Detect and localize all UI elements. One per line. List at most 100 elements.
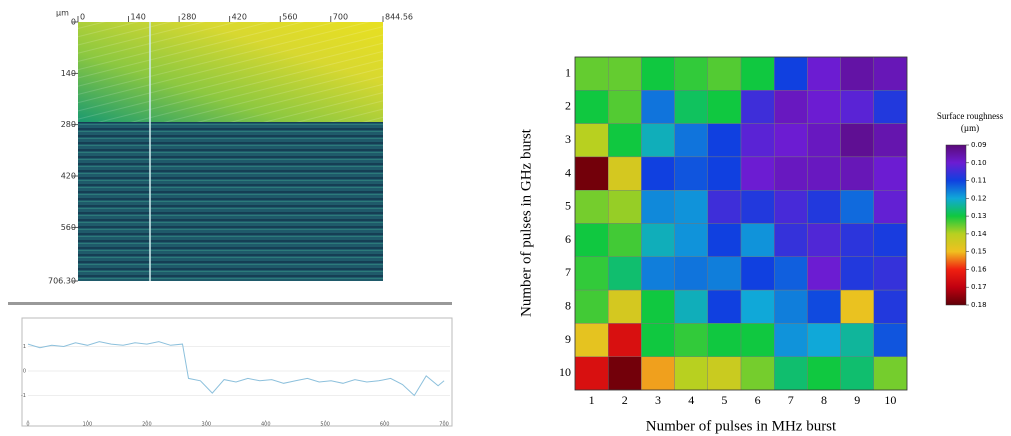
heatmap-cell — [608, 289, 642, 324]
heatmap-cell — [674, 123, 708, 158]
heatmap-cell — [674, 323, 708, 357]
heatmap-cell — [873, 223, 908, 257]
colorbar-title: Surface roughness — [937, 111, 1004, 121]
colorbar-unit: (µm) — [961, 123, 979, 133]
x-tick-label: 600 — [380, 422, 390, 428]
heatmap-cell — [774, 189, 808, 224]
heatmap-cell — [641, 223, 675, 257]
heatmap-cell — [873, 356, 908, 391]
profile-frame — [21, 317, 453, 427]
heatmap-cell — [740, 189, 775, 224]
heatmap-cell — [740, 90, 775, 124]
heatmap-cell — [807, 356, 841, 391]
heatmap-cell — [674, 223, 708, 257]
heatmap-cell — [707, 90, 742, 124]
heatmap-cell — [740, 56, 775, 91]
colorbar-tick-label: 0.14 — [971, 230, 987, 238]
heatmap-cell — [608, 56, 642, 91]
heatmap-cell — [840, 323, 874, 357]
heatmap-cell — [574, 223, 609, 257]
heatmap-cell — [574, 356, 609, 391]
colorbar-tick-label: 0.16 — [971, 265, 987, 273]
heatmap-cell — [641, 356, 675, 391]
colorbar-tick-label: 0.12 — [971, 194, 987, 202]
y-tick-label: 280 — [61, 120, 76, 129]
heatmap-cell — [641, 156, 675, 191]
x-tick-label: 500 — [320, 422, 330, 428]
heatmap-cell — [608, 223, 642, 257]
heatmap-cell — [608, 123, 642, 158]
heatmap-cell — [641, 256, 675, 291]
x-tick-label: 5 — [721, 393, 727, 407]
x-axis-title: Number of pulses in MHz burst — [646, 418, 837, 434]
heatmap-cell — [807, 123, 841, 158]
y-tick-label: 2 — [565, 99, 571, 113]
heatmap-cell — [873, 323, 908, 357]
y-tick-label: 5 — [565, 199, 571, 213]
y-tick-label: 420 — [61, 172, 76, 181]
y-tick-label: 1 — [23, 344, 26, 350]
y-tick-label: 9 — [565, 332, 571, 346]
x-tick-label: 2 — [622, 393, 628, 407]
x-tick-label: 844.56 — [385, 13, 413, 22]
heatmap-cell — [574, 56, 609, 91]
x-tick-label: 0 — [80, 13, 85, 22]
heatmap-cell — [840, 123, 874, 158]
y-tick-label: 8 — [565, 299, 571, 313]
x-tick-label: 400 — [261, 422, 271, 428]
heatmap-cell — [873, 189, 908, 224]
y-tick-label: 706.30 — [48, 277, 76, 286]
heatmap-cell — [707, 356, 742, 391]
heatmap-cell — [674, 56, 708, 91]
heatmap-cell — [740, 156, 775, 191]
x-tick-label: 0 — [26, 422, 29, 428]
heatmap-cell — [840, 156, 874, 191]
heatmap-cell — [807, 256, 841, 291]
heatmap-cell — [774, 256, 808, 291]
unit-label: µm — [56, 9, 69, 18]
image-bottom — [78, 122, 383, 281]
y-tick-label: 3 — [565, 132, 571, 146]
heatmap-cell — [674, 256, 708, 291]
heatmap-cell — [774, 123, 808, 158]
heatmap-cell — [641, 56, 675, 91]
heatmap-cell — [774, 356, 808, 391]
heatmap-cell — [740, 256, 775, 291]
heatmap-cell — [574, 323, 609, 357]
heatmap-cell — [674, 356, 708, 391]
plot-frame — [574, 56, 908, 391]
separator — [8, 302, 452, 305]
x-tick-label: 420 — [232, 13, 247, 22]
heatmap-cell — [608, 323, 642, 357]
colorbar-tick-label: 0.13 — [971, 212, 987, 220]
heatmap-cell — [740, 323, 775, 357]
heatmap-cell — [774, 156, 808, 191]
heatmap-cell — [774, 223, 808, 257]
heatmap-cell — [774, 56, 808, 91]
x-tick-label: 10 — [884, 393, 896, 407]
x-tick-label: 4 — [688, 393, 694, 407]
heatmap-cell — [740, 356, 775, 391]
x-tick-label: 700 — [439, 422, 449, 428]
heatmap-cell — [707, 123, 742, 158]
x-tick-label: 6 — [755, 393, 761, 407]
heatmap-cell — [707, 256, 742, 291]
colorbar-tick-label: 0.09 — [971, 141, 987, 149]
heatmap-cell — [740, 223, 775, 257]
colorbar-tick-label: 0.11 — [971, 177, 987, 185]
heatmap-cell — [873, 256, 908, 291]
heatmap-cell — [807, 156, 841, 191]
heatmap-cell — [574, 156, 609, 191]
heatmap-cell — [840, 189, 874, 224]
x-tick-label: 300 — [202, 422, 212, 428]
y-tick-label: 560 — [61, 223, 76, 232]
y-tick-label: 140 — [61, 69, 76, 78]
x-tick-label: 1 — [589, 393, 595, 407]
heatmap-cell — [608, 189, 642, 224]
heatmap-cell — [574, 289, 609, 324]
heatmap-cell — [840, 56, 874, 91]
heatmap-cell — [807, 223, 841, 257]
y-tick-label: 0 — [71, 18, 76, 27]
y-tick-label: 10 — [559, 365, 571, 379]
